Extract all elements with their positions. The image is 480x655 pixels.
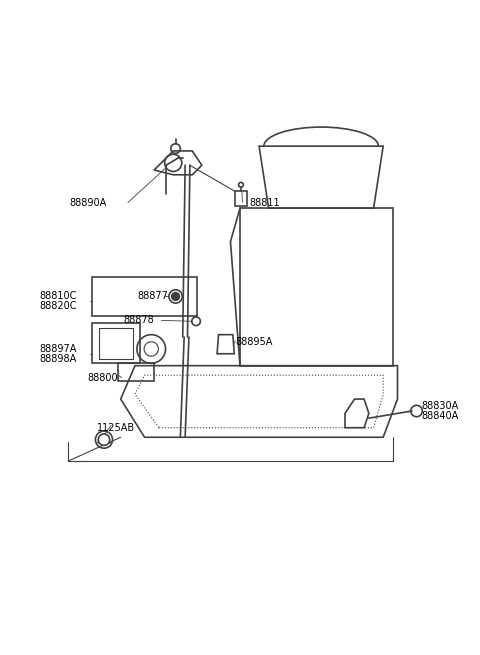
Text: 88811: 88811 (250, 198, 280, 208)
Bar (118, 363, 154, 381)
Text: 88840A: 88840A (421, 411, 458, 421)
Bar (92, 323, 140, 364)
Text: 88890A: 88890A (69, 198, 107, 208)
Text: 88877: 88877 (137, 291, 168, 301)
Text: 88820C: 88820C (39, 301, 77, 311)
Bar (99, 328, 132, 358)
Text: 88830A: 88830A (421, 402, 458, 411)
Circle shape (98, 434, 110, 445)
Text: 88878: 88878 (123, 315, 154, 326)
Text: 88810C: 88810C (39, 291, 77, 301)
Text: 88800: 88800 (87, 373, 118, 383)
Text: 1125AB: 1125AB (97, 422, 135, 433)
Text: 88895A: 88895A (235, 337, 273, 346)
Text: 88897A: 88897A (39, 344, 77, 354)
Circle shape (172, 293, 180, 300)
Text: 88898A: 88898A (39, 354, 77, 364)
